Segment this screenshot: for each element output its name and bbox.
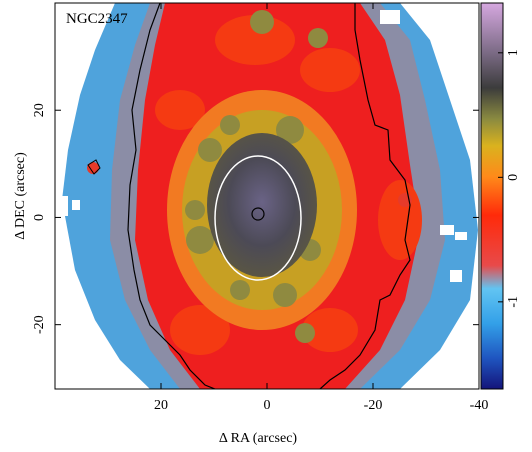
colorbar xyxy=(480,2,504,390)
colorbar-tick-label: 1 xyxy=(506,49,521,56)
y-axis: 20 0 -20 xyxy=(32,103,479,334)
x-axis-label: Δ RA (arcsec) xyxy=(219,431,298,446)
contour-line xyxy=(127,3,411,389)
x-axis: 20 0 -20 -40 xyxy=(154,3,488,413)
y-tick-label: 0 xyxy=(32,214,47,221)
colorbar-axis: 1 0 -1 xyxy=(498,49,521,308)
y-axis-label: Δ DEC (arcsec) xyxy=(13,152,28,240)
x-tick-label: 20 xyxy=(154,398,168,413)
x-tick-label: 0 xyxy=(264,398,271,413)
dark-core-region xyxy=(207,133,317,277)
masked-pixels xyxy=(60,10,467,389)
colorbar-tick-label: 0 xyxy=(506,174,521,181)
x-tick-label: -20 xyxy=(364,398,383,413)
colorbar-tick-label: -1 xyxy=(506,296,521,308)
red-patches xyxy=(155,15,422,355)
x-tick-label: -40 xyxy=(470,398,489,413)
velocity-map xyxy=(55,3,479,389)
y-tick-label: -20 xyxy=(32,315,47,334)
chart-title: NGC2347 xyxy=(66,11,128,27)
fit-ellipse xyxy=(214,155,302,281)
center-contour xyxy=(251,207,265,221)
small-contour xyxy=(87,159,101,175)
y-tick-label: 20 xyxy=(32,103,47,117)
